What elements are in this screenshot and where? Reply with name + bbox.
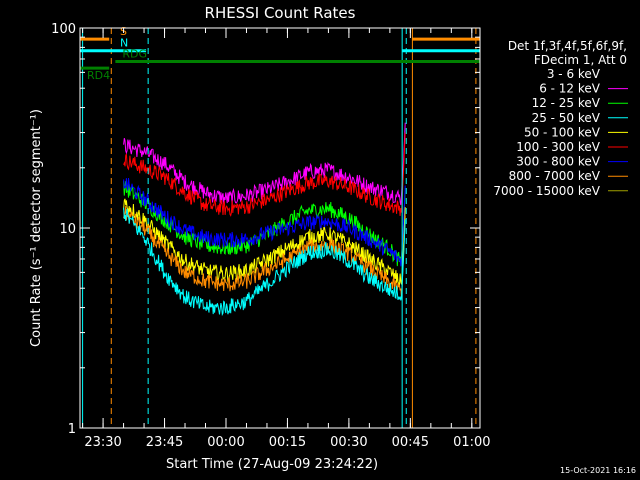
legend-label: 3 - 6 keV [547,67,601,81]
legend-label: 12 - 25 keV [532,96,601,110]
x-tick-label: 01:00 [453,435,490,450]
x-axis-label: Start Time (27-Aug-09 23:24:22) [166,457,378,472]
legend-label: 300 - 800 keV [516,155,600,169]
series-trace [123,207,406,317]
y-tick-label: 10 [59,222,76,237]
x-tick-label: 23:30 [84,435,121,450]
series-trace [123,177,406,267]
chart-title: RHESSI Count Rates [205,4,356,22]
x-tick-label: 00:00 [207,435,244,450]
x-tick-label: 00:30 [330,435,367,450]
state-bar-label: RDG [122,47,147,60]
x-tick-label: 00:15 [269,435,306,450]
y-tick-label: 100 [51,22,76,37]
attenuator-state-bars: SNRDGRD4 [80,25,480,82]
x-tick-label: 23:45 [146,435,183,450]
series-traces [123,100,406,317]
series-trace [123,122,406,206]
series-trace [123,100,406,191]
state-bar-label: N [120,37,128,50]
series-trace [123,198,406,287]
series-trace [123,205,406,299]
legend-label: 100 - 300 keV [516,140,600,154]
legend-label: 7000 - 15000 keV [493,184,600,198]
legend-label: 800 - 7000 keV [509,169,601,183]
legend-header-line-2: FDecim 1, Att 0 [534,53,627,67]
y-axis-label: Count Rate (s⁻¹ detector segment⁻¹) [29,109,44,347]
y-axis-ticks: 1 10 100 [51,22,480,437]
series-trace [123,132,406,217]
legend-label: 50 - 100 keV [524,125,601,139]
legend-label: 6 - 12 keV [539,82,601,96]
legend-header-line-1: Det 1f,3f,4f,5f,6f,9f, [508,39,627,53]
y-tick-label: 1 [68,422,76,437]
legend-label: 25 - 50 keV [532,111,601,125]
generation-timestamp: 15-Oct-2021 16:16 [560,466,636,475]
state-bar-label: RD4 [87,69,110,82]
x-tick-label: 00:45 [392,435,429,450]
x-axis-ticks: 23:30 23:45 00:00 00:15 00:30 00:45 01:00 [82,28,491,450]
